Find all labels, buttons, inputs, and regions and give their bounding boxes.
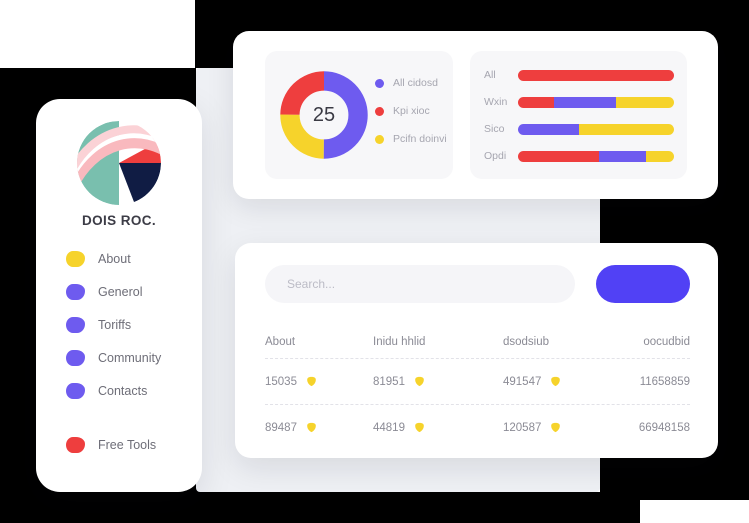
sidebar-item-label: Generol [98, 285, 143, 299]
bar-segment-red [518, 150, 600, 162]
legend-bullet-icon [375, 78, 384, 88]
legend-label: All cidosd [393, 77, 438, 89]
bar-row-all: All [484, 69, 674, 81]
bar-segment-red [518, 96, 554, 108]
sidebar-item-about[interactable]: About [66, 251, 202, 267]
column-header-about[interactable]: About [265, 335, 296, 348]
bar-segment-purple [599, 150, 646, 162]
column-header-inidu-hhlid[interactable]: Inidu hhlid [373, 335, 426, 348]
bar-row-opdi: Opdi [484, 150, 674, 162]
legend-bullet-icon [375, 106, 384, 116]
heart-badge-icon [415, 422, 424, 433]
search-input[interactable] [265, 265, 575, 303]
legend-item-kpi-xioc: Kpi xioc [375, 105, 447, 117]
contacts-dot-icon [66, 383, 85, 399]
sidebar-item-community[interactable]: Community [66, 350, 202, 366]
cell-value: 66948158 [638, 421, 690, 434]
bar-row-sico: Sico [484, 123, 674, 135]
data-table: About Inidu hhlid dsodsiub oocudbid 1503… [265, 325, 690, 450]
donut-center-value: 25 [312, 103, 336, 126]
generol-dot-icon [66, 284, 85, 300]
legend-item-pcifn-doinvi: Pcifn doinvi [375, 133, 447, 145]
bar-track [518, 123, 674, 135]
charts-card: 25 All cidosd Kpi xioc Pcifn doinvi All [233, 31, 718, 199]
bar-row-label: Opdi [484, 150, 507, 162]
heart-badge-icon [551, 376, 561, 387]
sidebar-item-free-tools[interactable]: Free Tools [66, 437, 202, 453]
sidebar-item-contacts[interactable]: Contacts [66, 383, 202, 399]
bar-row-label: All [484, 69, 496, 81]
table-row[interactable]: 15035 81951 491547 [265, 358, 690, 404]
bar-track [518, 69, 674, 81]
sidebar-item-label: Community [98, 351, 162, 365]
legend-item-all-cidosd: All cidosd [375, 77, 447, 89]
column-header-oocudbid[interactable]: oocudbid [643, 335, 690, 348]
cell-value: 15035 [265, 375, 297, 388]
table-cell: 66948158 [623, 422, 690, 434]
donut-chart [280, 71, 368, 159]
bar-row-wxin: Wxin [484, 96, 674, 108]
sidebar-item-label: About [98, 252, 131, 266]
community-dot-icon [66, 350, 85, 366]
cell-value: 89487 [265, 421, 297, 434]
heart-badge-icon [307, 422, 316, 433]
about-dot-icon [66, 251, 85, 267]
donut-chart-panel: 25 All cidosd Kpi xioc Pcifn doinvi [265, 51, 453, 179]
bar-segment-red [518, 69, 674, 81]
table-cell: 81951 [373, 376, 503, 388]
table-cell: 491547 [503, 376, 623, 388]
bar-segment-yellow [578, 123, 674, 135]
search-button[interactable] [596, 265, 690, 303]
toriffs-dot-icon [66, 317, 85, 333]
free-tools-dot-icon [66, 437, 85, 453]
legend-label: Kpi xioc [393, 105, 430, 117]
table-cell: 15035 [265, 376, 373, 388]
cell-value: 120587 [503, 421, 542, 434]
brand-name: DOIS ROC. [81, 213, 157, 228]
backdrop-cutout-bottom-right [640, 500, 749, 523]
sidebar-item-label: Free Tools [98, 438, 157, 452]
column-header-dsodsiub[interactable]: dsodsiub [503, 335, 550, 348]
heart-badge-icon [307, 376, 316, 387]
sidebar-item-toriffs[interactable]: Toriffs [66, 317, 202, 333]
table-cell: 11658859 [623, 376, 690, 388]
table-cell: 89487 [265, 422, 373, 434]
bar-row-label: Sico [484, 123, 505, 135]
legend-bullet-icon [375, 134, 384, 144]
sidebar-item-generol[interactable]: Generol [66, 284, 202, 300]
table-cell: 120587 [503, 422, 623, 434]
abstract-circle-logo-icon [64, 113, 174, 213]
data-table-card: About Inidu hhlid dsodsiub oocudbid 1503… [235, 243, 718, 458]
donut-legend: All cidosd Kpi xioc Pcifn doinvi [375, 77, 447, 145]
bar-segment-yellow [645, 150, 674, 162]
bar-track [518, 96, 674, 108]
bar-row-label: Wxin [484, 96, 508, 108]
sidebar: DOIS ROC. About Generol Toriffs Communit… [36, 99, 202, 492]
table-header-row: About Inidu hhlid dsodsiub oocudbid [265, 325, 690, 358]
cell-value: 11658859 [639, 375, 690, 388]
cell-value: 491547 [503, 375, 542, 388]
bar-track [518, 150, 674, 162]
sidebar-item-label: Contacts [98, 384, 148, 398]
heart-badge-icon [415, 376, 424, 387]
bar-segment-yellow [616, 96, 674, 108]
table-cell: 44819 [373, 422, 503, 434]
bar-segment-purple [518, 123, 579, 135]
bar-segment-purple [553, 96, 617, 108]
cell-value: 81951 [373, 375, 405, 388]
stacked-bar-chart-panel: All Wxin Sico [470, 51, 687, 179]
sidebar-item-label: Toriffs [98, 318, 132, 332]
heart-badge-icon [551, 422, 561, 433]
legend-label: Pcifn doinvi [393, 133, 447, 145]
table-row[interactable]: 89487 44819 120587 [265, 404, 690, 450]
cell-value: 44819 [373, 421, 405, 434]
